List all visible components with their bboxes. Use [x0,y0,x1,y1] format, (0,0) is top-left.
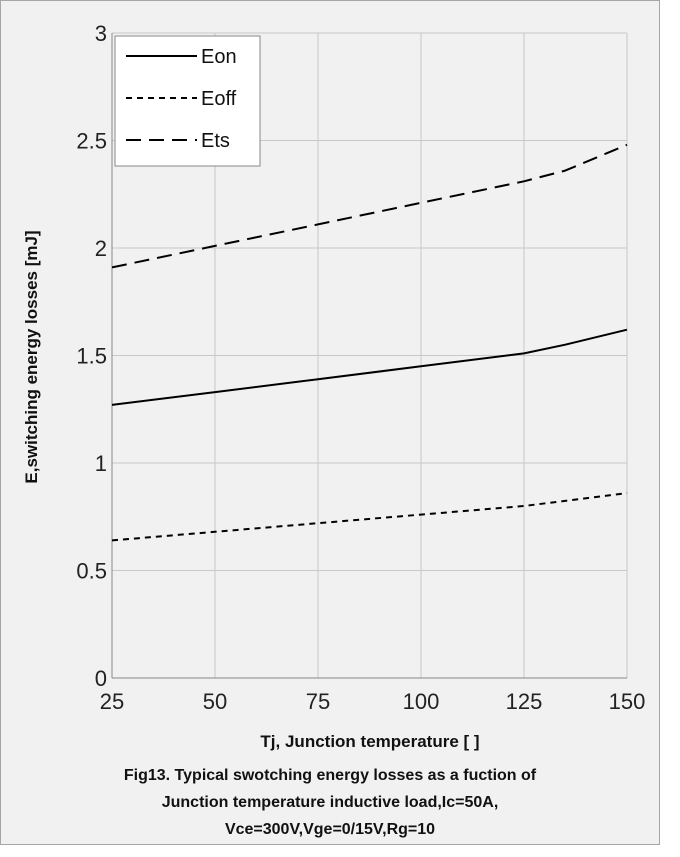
x-tick-label: 75 [306,689,330,714]
y-axis-title: E,switching energy losses [mJ] [22,230,41,483]
y-tick-label: 0.5 [76,559,107,584]
x-tick-label: 100 [403,689,440,714]
caption-line-3: Vce=300V,Vge=0/15V,Rg=10 [0,816,660,843]
series-line-eoff [112,493,627,540]
x-tick-label: 125 [506,689,543,714]
y-tick-label: 3 [95,21,107,46]
y-tick-label: 2.5 [76,129,107,154]
x-tick-label: 150 [609,689,646,714]
caption-line-1: Fig13. Typical swotching energy losses a… [0,762,660,789]
legend-label-eon: Eon [201,46,237,68]
legend-label-ets: Ets [201,130,230,152]
y-tick-label: 0 [95,666,107,691]
caption-line-2: Junction temperature inductive load,Ic=5… [0,789,660,816]
legend-label-eoff: Eoff [201,88,237,110]
x-axis-title: Tj, Junction temperature [ ] [260,732,479,751]
series-line-eon [112,330,627,405]
series-lines [112,145,627,541]
y-tick-label: 1 [95,451,107,476]
y-tick-label: 1.5 [76,344,107,369]
x-tick-label: 25 [100,689,124,714]
figure-caption: Fig13. Typical swotching energy losses a… [0,762,660,843]
x-tick-label: 50 [203,689,227,714]
legend: Eon Eoff Ets [115,36,260,166]
y-tick-label: 2 [95,236,107,261]
